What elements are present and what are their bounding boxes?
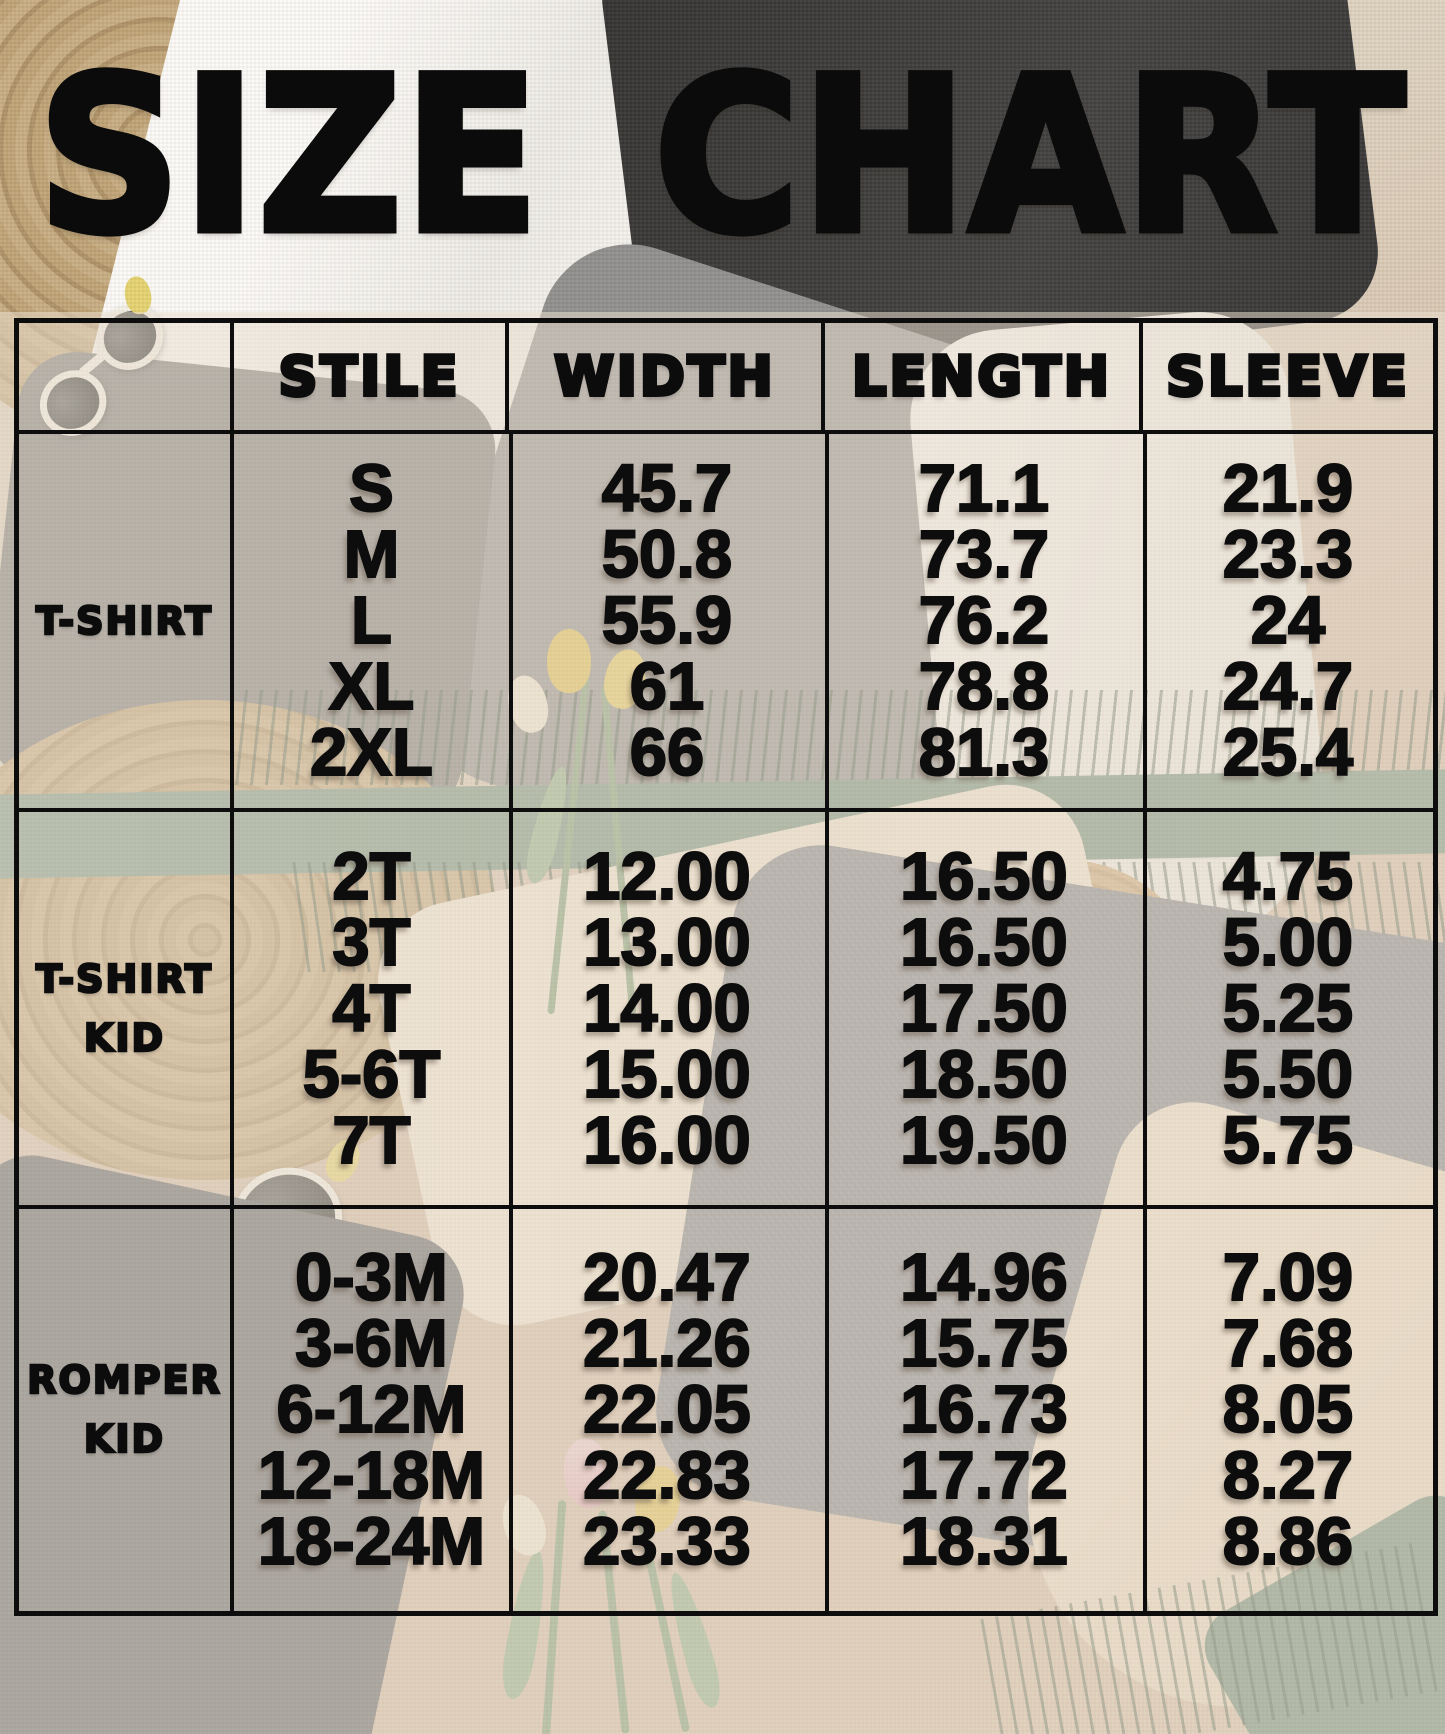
length-value: 16.50 [899,904,1069,980]
category-label: KID [83,1014,166,1060]
size-label: 12-18M [257,1438,486,1513]
length-value: 18.31 [899,1504,1069,1579]
column-header-label: STILE [276,343,461,410]
length-value: 19.50 [899,1102,1069,1178]
width-value: 22.83 [582,1438,752,1513]
column-header-label: WIDTH [552,343,776,410]
width-value: 20.47 [582,1240,752,1315]
category-cell-tshirt: T-SHIRT [19,434,234,812]
sleeve-value: 24.7 [1222,649,1354,724]
length-value: 15.75 [899,1306,1069,1381]
column-header-stile: STILE [234,323,509,434]
size-label: 4T [331,970,411,1046]
width-values-tshirt-kid: 12.00 13.00 14.00 15.00 16.00 [509,812,829,1209]
length-values-romper-kid: 14.96 15.75 16.73 17.72 18.31 [825,1209,1147,1611]
sleeve-value: 4.75 [1222,838,1354,914]
sleeve-values-tshirt: 21.9 23.3 24 24.7 25.4 [1143,434,1433,812]
column-header-label: SLEEVE [1164,343,1410,410]
width-value: 66 [629,715,706,790]
width-value: 45.7 [601,451,733,526]
size-label: L [350,583,393,658]
sleeve-value: 8.05 [1222,1372,1354,1447]
width-value: 50.8 [601,517,733,592]
category-label: T-SHIRT [35,955,213,1001]
length-value: 17.50 [899,970,1069,1046]
length-value: 73.7 [918,517,1050,592]
sleeve-value: 8.27 [1222,1438,1354,1513]
length-value: 14.96 [899,1240,1069,1315]
length-value: 18.50 [899,1036,1069,1112]
width-value: 22.05 [582,1372,752,1447]
size-label: S [348,451,395,526]
sleeve-value: 7.68 [1222,1306,1354,1381]
length-value: 17.72 [899,1438,1069,1513]
length-value: 71.1 [918,451,1050,526]
sleeve-value: 5.25 [1222,970,1354,1046]
width-value: 14.00 [582,970,752,1046]
sleeve-value: 23.3 [1222,517,1354,592]
sleeve-value: 5.75 [1222,1102,1354,1178]
size-label: M [343,517,401,592]
length-value: 16.73 [899,1372,1069,1447]
sleeve-value: 24 [1250,583,1327,658]
category-cell-romper-kid: ROMPER KID [19,1209,234,1611]
size-label: 0-3M [294,1240,449,1315]
width-values-romper-kid: 20.47 21.26 22.05 22.83 23.33 [509,1209,829,1611]
width-value: 21.26 [582,1306,752,1381]
sleeve-values-tshirt-kid: 4.75 5.00 5.25 5.50 5.75 [1143,812,1433,1209]
column-header-label: LENGTH [850,343,1112,410]
size-label: 3-6M [294,1306,449,1381]
category-label: T-SHIRT [35,597,213,643]
corner-cell [19,323,234,434]
width-value: 16.00 [582,1102,752,1178]
category-label: ROMPER [26,1357,222,1403]
sleeve-value: 7.09 [1222,1240,1354,1315]
size-label: 18-24M [257,1504,486,1579]
category-cell-tshirt-kid: T-SHIRT KID [19,812,234,1209]
width-value: 23.33 [582,1504,752,1579]
column-header-sleeve: SLEEVE [1143,323,1433,434]
size-label: 3T [331,904,411,980]
sleeve-value: 21.9 [1222,451,1354,526]
width-value: 55.9 [601,583,733,658]
column-header-width: WIDTH [509,323,825,434]
sleeve-value: 5.50 [1222,1036,1354,1112]
page-title: SIZE CHART [35,31,1409,281]
size-label: 6-12M [276,1372,468,1447]
size-label: 5-6T [302,1036,442,1112]
size-chart-table: STILE WIDTH LENGTH SLEEVE T-SHIRT S M L XL 2… [14,318,1438,1616]
width-value: 13.00 [582,904,752,980]
size-label: XL [328,649,416,724]
sleeve-value: 5.00 [1222,904,1354,980]
faded-overlay [0,312,1445,1734]
size-label: 7T [331,1102,411,1178]
width-value: 12.00 [582,838,752,914]
stile-values-tshirt: S M L XL 2XL [234,434,513,812]
size-label: 2T [331,838,411,914]
sleeve-value: 25.4 [1222,715,1354,790]
stile-values-romper-kid: 0-3M 3-6M 6-12M 12-18M 18-24M [234,1209,513,1611]
length-value: 16.50 [899,838,1069,914]
sleeve-values-romper-kid: 7.09 7.68 8.05 8.27 8.86 [1143,1209,1433,1611]
sleeve-value: 8.86 [1222,1504,1354,1579]
length-values-tshirt-kid: 16.50 16.50 17.50 18.50 19.50 [825,812,1147,1209]
category-label: KID [83,1416,166,1462]
width-values-tshirt: 45.7 50.8 55.9 61 66 [509,434,829,812]
stile-values-tshirt-kid: 2T 3T 4T 5-6T 7T [234,812,513,1209]
length-value: 78.8 [918,649,1050,724]
size-label: 2XL [309,715,434,790]
length-values-tshirt: 71.1 73.7 76.2 78.8 81.3 [825,434,1147,812]
column-header-length: LENGTH [825,323,1143,434]
width-value: 15.00 [582,1036,752,1112]
length-value: 81.3 [918,715,1050,790]
width-value: 61 [629,649,706,724]
length-value: 76.2 [918,583,1050,658]
